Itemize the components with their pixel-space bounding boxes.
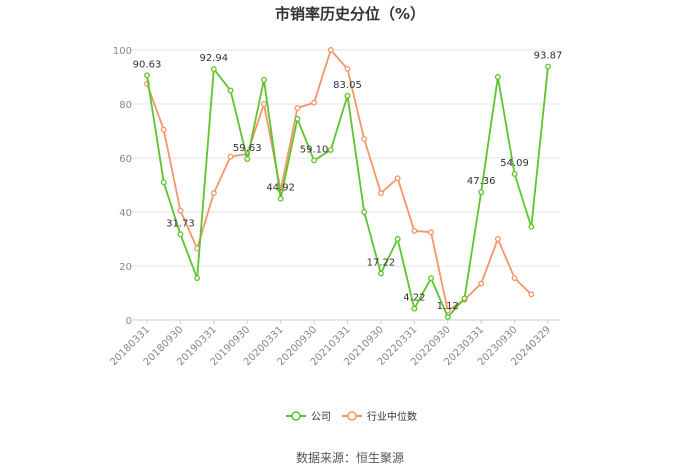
legend-label-0: 公司 bbox=[311, 412, 331, 423]
series-point-0 bbox=[227, 87, 234, 94]
series-point-0 bbox=[377, 270, 384, 277]
legend-swatch-marker-1 bbox=[347, 411, 357, 421]
data-label: 4.22 bbox=[403, 293, 425, 304]
series-point-0 bbox=[177, 231, 184, 238]
series-point-1 bbox=[294, 105, 301, 111]
series-point-1 bbox=[528, 291, 535, 298]
data-label: 93.87 bbox=[534, 51, 563, 62]
series-point-0 bbox=[511, 171, 518, 177]
series-point-1 bbox=[511, 275, 518, 282]
data-label: 59.63 bbox=[233, 143, 262, 154]
y-tick-label: 100 bbox=[113, 46, 132, 57]
y-tick-label: 80 bbox=[119, 100, 132, 111]
series-point-1 bbox=[227, 153, 234, 160]
series-point-0 bbox=[327, 146, 334, 153]
series-point-1 bbox=[327, 47, 334, 53]
series-point-1 bbox=[377, 190, 384, 197]
series-point-1 bbox=[478, 280, 485, 287]
y-tick-label: 40 bbox=[119, 208, 132, 219]
series-point-1 bbox=[261, 101, 267, 107]
series-point-1 bbox=[344, 65, 351, 72]
series-point-0 bbox=[444, 314, 451, 320]
series-point-0 bbox=[361, 209, 368, 215]
series-point-0 bbox=[144, 72, 150, 79]
series-point-0 bbox=[344, 92, 351, 99]
series-point-1 bbox=[428, 229, 434, 236]
series-point-1 bbox=[160, 126, 167, 133]
legend-swatch-marker-0 bbox=[291, 411, 301, 421]
data-label: 59.10 bbox=[300, 144, 329, 155]
series-point-0 bbox=[394, 236, 401, 242]
series-point-0 bbox=[478, 189, 485, 196]
data-label: 31.73 bbox=[166, 218, 195, 229]
series-point-1 bbox=[411, 227, 418, 234]
data-label: 54.09 bbox=[500, 158, 529, 169]
data-label: 44.92 bbox=[266, 183, 295, 194]
series-point-0 bbox=[160, 179, 167, 186]
series-point-1 bbox=[177, 207, 184, 214]
y-tick-label: 0 bbox=[126, 316, 132, 327]
series-point-0 bbox=[411, 305, 418, 312]
series-point-0 bbox=[261, 76, 267, 83]
series-point-1 bbox=[494, 236, 501, 242]
series-point-0 bbox=[545, 63, 551, 70]
data-label: 83.05 bbox=[333, 80, 362, 91]
series-point-0 bbox=[244, 156, 251, 162]
data-label: 1.12 bbox=[437, 301, 459, 312]
series-point-0 bbox=[528, 223, 535, 230]
series-point-0 bbox=[311, 157, 318, 164]
chart-title: 市销率历史分位（%） bbox=[274, 5, 426, 23]
legend-label-1: 行业中位数 bbox=[367, 410, 417, 423]
series-point-0 bbox=[194, 275, 201, 282]
series-point-0 bbox=[294, 115, 301, 122]
data-label: 90.63 bbox=[133, 59, 162, 70]
data-label: 92.94 bbox=[200, 53, 229, 64]
series-point-0 bbox=[210, 66, 217, 73]
y-tick-label: 60 bbox=[119, 154, 132, 165]
series-line-1 bbox=[146, 48, 532, 313]
data-label: 17.22 bbox=[367, 258, 396, 269]
y-tick-label: 20 bbox=[119, 262, 132, 273]
series-point-1 bbox=[361, 136, 368, 143]
series-point-0 bbox=[461, 295, 468, 302]
series-point-0 bbox=[277, 195, 284, 202]
data-label: 47.36 bbox=[467, 176, 496, 187]
series-point-1 bbox=[394, 175, 401, 182]
data-source: 数据来源：恒生聚源 bbox=[295, 451, 404, 465]
series-point-0 bbox=[494, 74, 501, 80]
series-point-0 bbox=[428, 275, 434, 282]
series-point-1 bbox=[210, 190, 217, 197]
series-point-1 bbox=[311, 99, 318, 106]
